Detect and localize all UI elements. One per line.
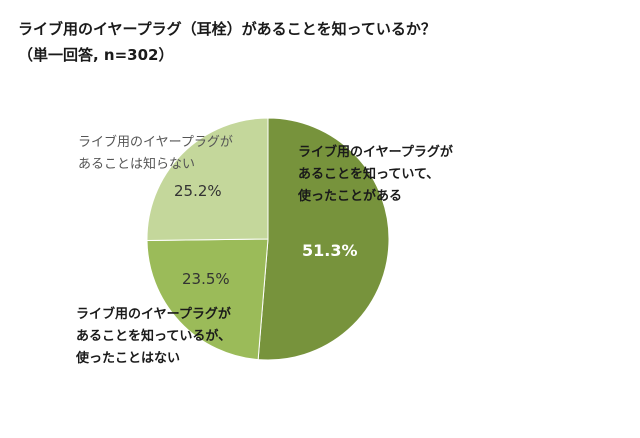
chart-title: ライブ用のイヤープラグ（耳栓）があることを知っているか？ （単一回答, n=30… (18, 16, 436, 68)
slice-label-known-not-used: ライブ用のイヤープラグが あることを知っているが、 使ったことはない (76, 304, 231, 370)
pie-slice-known-used (257, 117, 390, 361)
pie-slice-unknown (146, 117, 269, 242)
slice-value-known-not-used: 23.5% (182, 270, 230, 288)
slice-label-line: あることを知っているが、 (76, 329, 232, 344)
slice-value-known-used: 51.3% (302, 241, 358, 260)
slice-label-unknown: ライブ用のイヤープラグが あることは知らない (78, 132, 233, 176)
chart-title-line-1: ライブ用のイヤープラグ（耳栓）があることを知っているか？ (18, 20, 436, 38)
slice-label-line: 使ったことはない (76, 351, 181, 366)
slice-label-known-used: ライブ用のイヤープラグが あることを知っていて、 使ったことがある (298, 142, 453, 208)
pie-slice-known-not-used (146, 238, 269, 361)
slice-label-line: ライブ用のイヤープラグが (78, 135, 233, 150)
slice-label-line: あることを知っていて、 (298, 167, 440, 182)
slice-label-line: 使ったことがある (298, 189, 403, 204)
slice-label-line: ライブ用のイヤープラグが (298, 145, 453, 160)
slice-label-line: あることは知らない (78, 157, 196, 172)
chart-title-line-2: （単一回答, n=302） (18, 46, 174, 64)
slice-value-unknown: 25.2% (174, 182, 222, 200)
slice-label-line: ライブ用のイヤープラグが (76, 307, 231, 322)
